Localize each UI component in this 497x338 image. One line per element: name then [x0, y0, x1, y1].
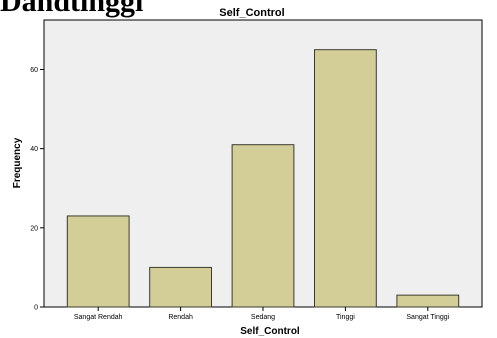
x-tick-label: Rendah: [168, 314, 193, 321]
page-heading-fragment: Dandtinggi: [0, 0, 144, 18]
x-axis-label: Self_Control: [240, 326, 300, 337]
x-tick-label: Tinggi: [336, 314, 355, 321]
chart-title: Self_Control: [219, 7, 284, 19]
bar-sangat-tinggi: [396, 294, 460, 308]
bar-rendah: [149, 266, 212, 308]
x-tick-label: Sedang: [251, 314, 275, 321]
bar-tinggi: [314, 49, 377, 308]
y-tick-label: 20: [30, 225, 38, 232]
x-tick-label: Sangat Rendah: [74, 314, 123, 321]
bar-sangat-rendah: [66, 215, 130, 308]
y-axis: 0 20 40 60: [30, 67, 44, 312]
y-tick-label: 0: [34, 305, 38, 312]
y-tick-label: 40: [30, 146, 38, 153]
y-tick-label: 60: [30, 67, 38, 74]
bar-sedang: [231, 144, 295, 308]
y-axis-label: Frequency: [12, 137, 23, 188]
x-axis: Sangat Rendah Rendah Sedang Tinggi Sangat Ti…: [74, 307, 450, 321]
x-tick-label: Sangat Tinggi: [406, 314, 449, 321]
